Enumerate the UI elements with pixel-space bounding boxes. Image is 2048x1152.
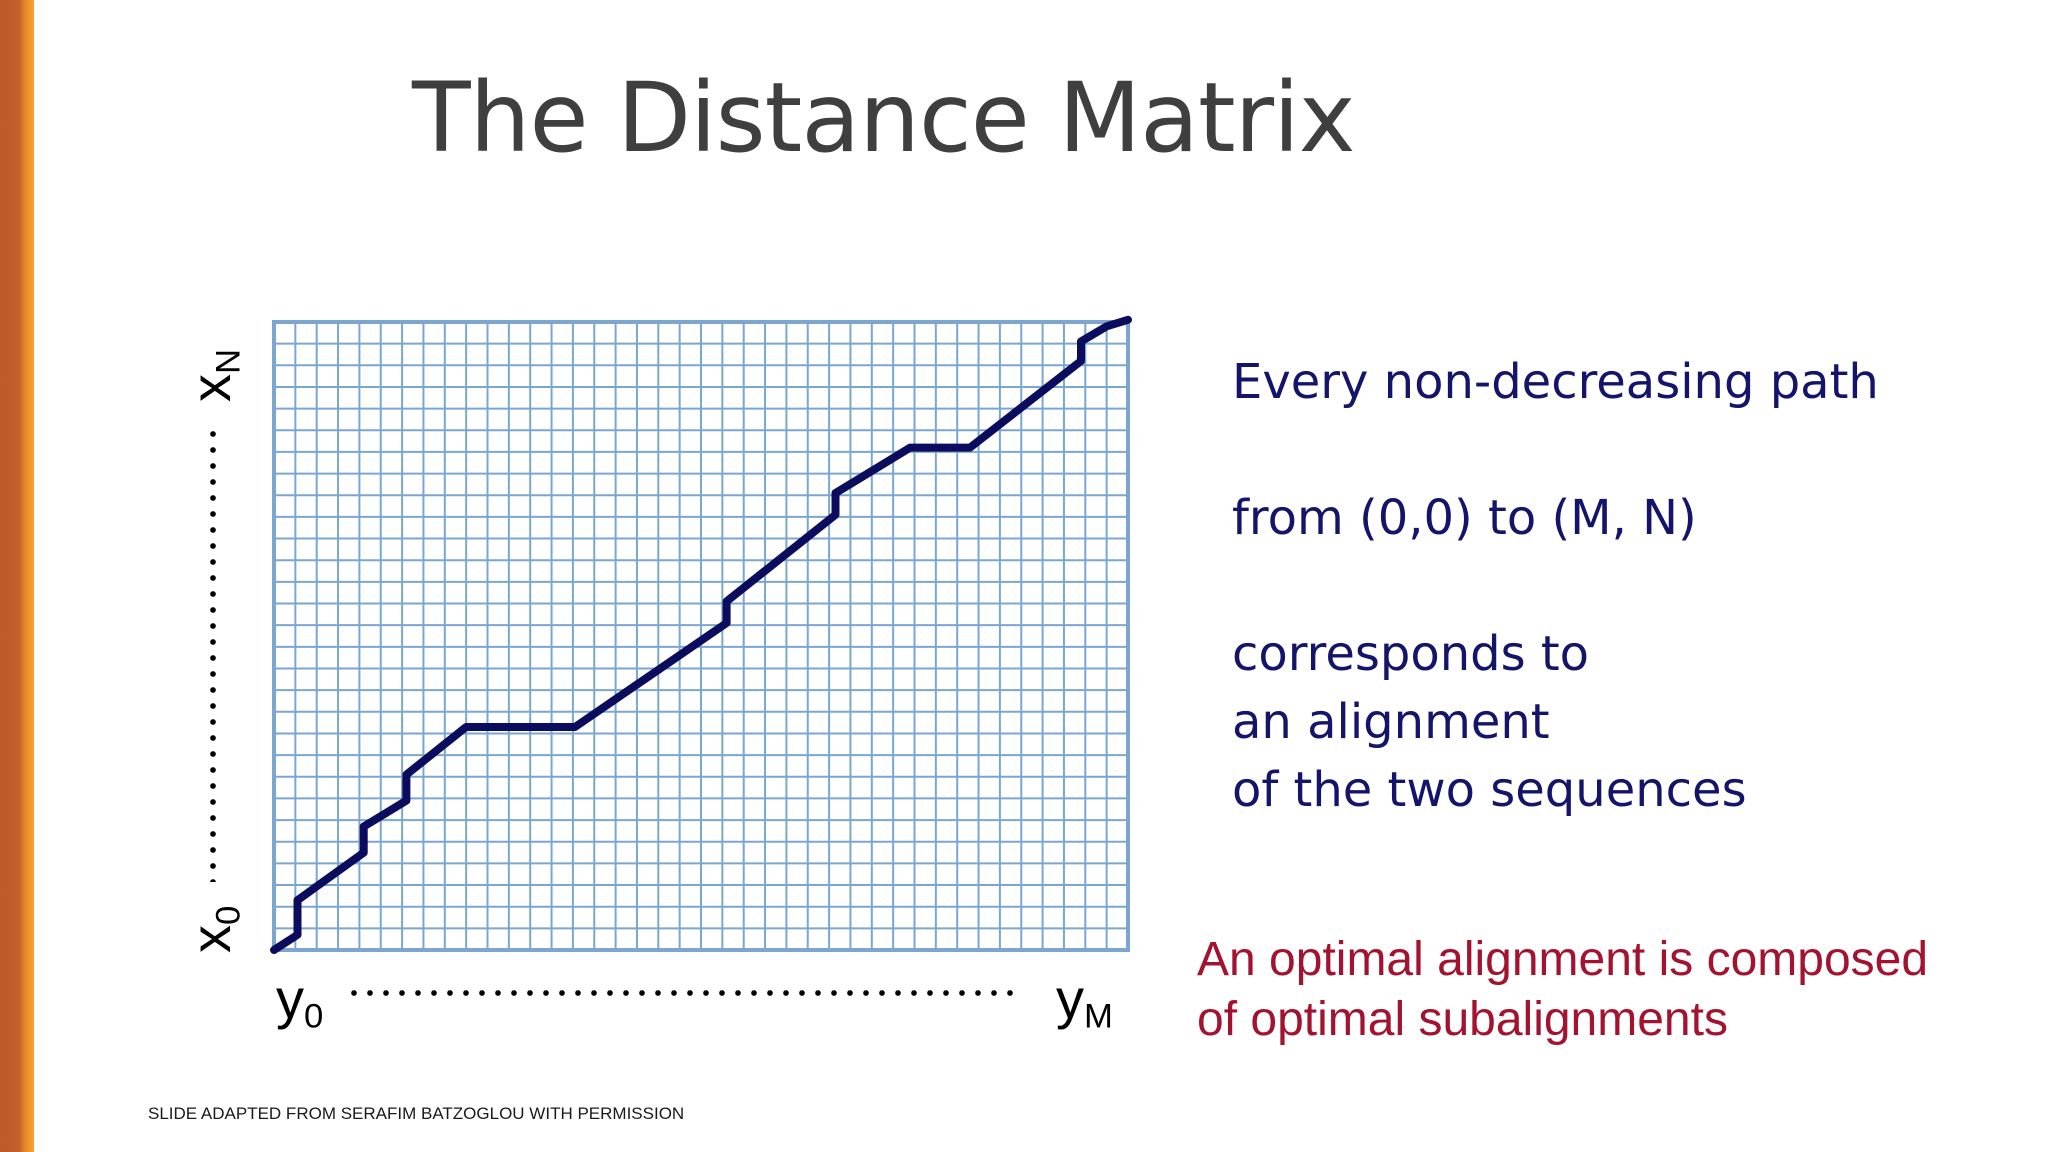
conclusion-line-1: An optimal alignment is composed [1197,933,1929,986]
slide-credit: SLIDE ADAPTED FROM SERAFIM BATZOGLOU WIT… [148,1104,685,1123]
y-axis-end-sub: M [1084,997,1113,1036]
x-axis-start-base: x [179,925,242,953]
statement-line-5: of the two sequences [1232,762,1747,818]
x-axis-end-label: xN [178,349,248,402]
y-axis-end-label: yM [1056,966,1113,1034]
statement-line-1: Every non-decreasing path [1232,354,1879,410]
alignment-path [270,315,1132,954]
x-axis-end-sub: N [209,348,248,374]
statement-line-3: corresponds to [1232,626,1590,682]
x-axis-start-sub: 0 [209,905,248,925]
x-axis-end-base: x [179,374,242,402]
y-axis-start-label: y0 [276,966,323,1034]
y-axis-start-sub: 0 [304,997,324,1036]
x-axis-ellipsis [196,426,230,882]
statement-line-2: from (0,0) to (M, N) [1232,490,1697,546]
matrix-grid [274,322,1128,950]
y-axis-ellipsis [346,976,1022,1010]
conclusion-line-2: of optimal subalignments [1197,993,1728,1046]
y-axis-end-base: y [1056,967,1084,1030]
slide-title: The Distance Matrix [412,62,1356,174]
accent-bar [0,0,34,1152]
matrix-border [272,320,1130,952]
statement-line-4: an alignment [1232,694,1550,750]
y-axis-start-base: y [276,967,304,1030]
x-axis-start-label: x0 [178,906,248,953]
